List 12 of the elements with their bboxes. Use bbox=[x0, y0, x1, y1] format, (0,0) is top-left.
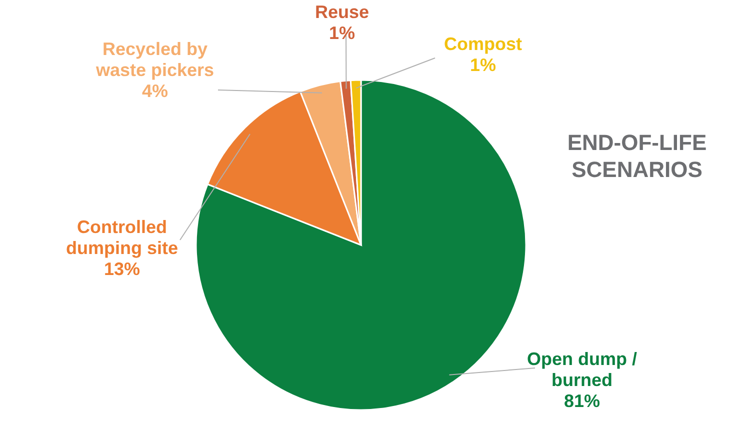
data-label: 1% bbox=[470, 55, 496, 75]
pie-slice bbox=[195, 79, 527, 411]
text: END-OF-LIFE SCENARIOS bbox=[567, 130, 707, 182]
slice-label: Reuse bbox=[314, 2, 370, 22]
slice-label: Compost bbox=[444, 34, 522, 54]
slice-label: Recycled by waste pickers bbox=[94, 39, 214, 80]
data-label: 1% bbox=[328, 23, 356, 43]
data-label: 4% bbox=[142, 81, 168, 101]
slice-label: Open dump / burned bbox=[527, 349, 637, 390]
slice-label: Controlled dumping site bbox=[66, 217, 178, 258]
data-label: 13% bbox=[104, 259, 140, 279]
data-label: 81% bbox=[564, 391, 600, 411]
